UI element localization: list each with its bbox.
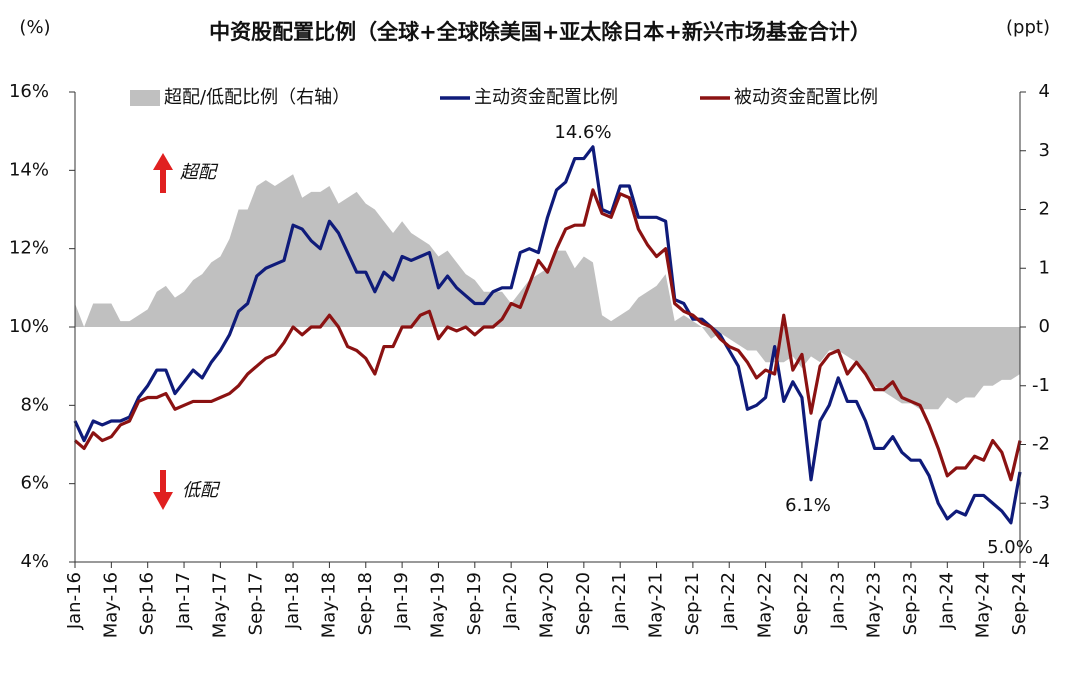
y-tick-label: 16%	[9, 81, 49, 102]
x-tick-label: Jan-16	[64, 572, 85, 630]
annotation: 6.1%	[785, 495, 831, 516]
x-tick-label: Jan-18	[282, 572, 303, 630]
y-unit: (%)	[19, 17, 50, 38]
annotation: 低配	[182, 480, 221, 501]
up-arrow	[153, 153, 173, 193]
y2-tick-label: 3	[1039, 140, 1050, 161]
x-tick-label: Jan-21	[609, 572, 630, 630]
y2-tick-label: 4	[1039, 81, 1050, 102]
legend-label: 被动资金配置比例	[734, 87, 878, 108]
y-tick-label: 4%	[20, 551, 49, 572]
x-tick-label: Jan-19	[391, 572, 412, 630]
y2-tick-label: -1	[1032, 375, 1050, 396]
x-tick-label: May-16	[100, 572, 121, 638]
legend-label: 主动资金配置比例	[474, 87, 618, 108]
y2-tick-label: 1	[1039, 257, 1050, 278]
y2-tick-label: -2	[1032, 434, 1050, 455]
x-tick-label: Jan-23	[827, 572, 848, 630]
x-tick-label: Sep-22	[791, 572, 812, 635]
x-tick-label: Sep-19	[464, 572, 485, 635]
y-tick-label: 14%	[9, 159, 49, 180]
x-tick-label: Jan-20	[500, 572, 521, 630]
legend-label: 超配/低配比例（右轴）	[164, 87, 350, 108]
x-tick-label: Jan-22	[718, 572, 739, 630]
line	[73, 188, 1022, 482]
x-tick-label: May-18	[318, 572, 339, 638]
x-tick-label: May-19	[427, 572, 448, 638]
x-tick-label: Sep-24	[1009, 572, 1030, 635]
y2-tick-label: 2	[1039, 199, 1050, 220]
annotation: 超配	[180, 162, 219, 183]
y2-tick-label: -4	[1032, 551, 1050, 572]
down-arrow	[153, 470, 173, 510]
y-tick-label: 10%	[9, 316, 49, 337]
y2-unit: (ppt)	[1006, 17, 1050, 38]
legend-swatch	[130, 90, 160, 106]
x-tick-label: Jan-24	[936, 572, 957, 630]
x-tick-label: May-24	[973, 572, 994, 638]
x-tick-label: Sep-16	[137, 572, 158, 635]
x-tick-label: Sep-21	[682, 572, 703, 635]
x-tick-label: Sep-23	[900, 572, 921, 635]
y-tick-label: 8%	[20, 394, 49, 415]
x-tick-label: May-17	[209, 572, 230, 638]
x-tick-label: May-20	[537, 572, 558, 638]
y2-tick-label: 0	[1039, 316, 1050, 337]
x-tick-label: Sep-20	[573, 572, 594, 635]
x-tick-label: Jan-17	[173, 572, 194, 630]
area	[75, 174, 1020, 410]
x-tick-label: May-21	[646, 572, 667, 638]
x-tick-label: May-22	[755, 572, 776, 638]
x-tick-label: May-23	[864, 572, 885, 638]
y-tick-label: 6%	[20, 473, 49, 494]
y-tick-label: 12%	[9, 238, 49, 259]
line	[73, 145, 1022, 525]
x-tick-label: Sep-17	[246, 572, 267, 635]
x-tick-label: Sep-18	[355, 572, 376, 635]
chart-title: 中资股配置比例（全球+全球除美国+亚太除日本+新兴市场基金合计）	[209, 20, 871, 44]
annotation: 5.0%	[987, 537, 1033, 558]
y2-tick-label: -3	[1032, 492, 1050, 513]
annotation: 14.6%	[554, 122, 611, 143]
